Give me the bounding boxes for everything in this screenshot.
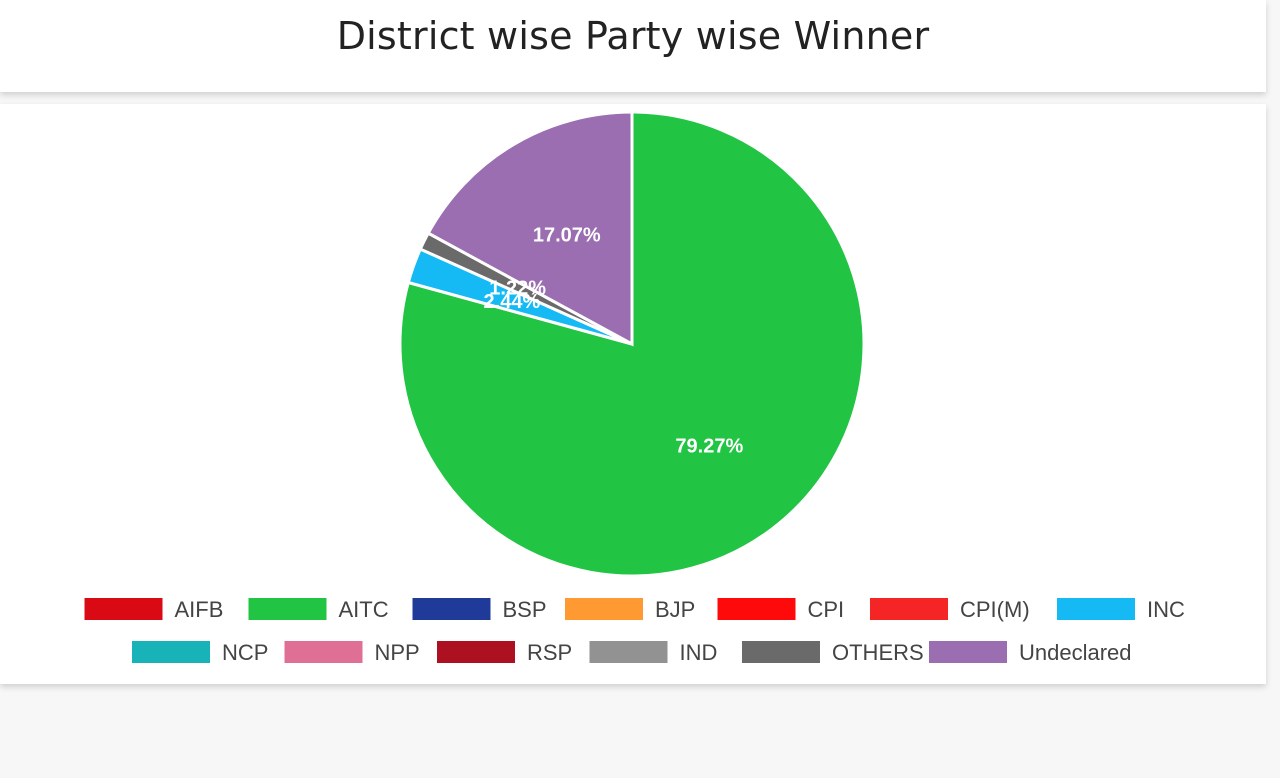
legend-label-inc: INC [1147,597,1185,622]
legend-label-aifb: AIFB [175,597,224,622]
legend-label-npp: NPP [375,640,420,665]
legend-item-undeclared[interactable]: Undeclared [929,640,1132,665]
legend-swatch-inc [1057,598,1135,620]
legend-item-bjp[interactable]: BJP [565,597,695,622]
legend-swatch-bsp [412,598,491,620]
legend-label-ind: IND [680,640,718,665]
legend-swatch-ind [589,641,668,663]
legend-label-undeclared: Undeclared [1019,640,1132,665]
legend-swatch-aifb [84,598,163,620]
legend-label-rsp: RSP [527,640,572,665]
legend-label-cpi: CPI [808,597,845,622]
legend-swatch-cpi-m [870,598,948,620]
legend-item-cpi[interactable]: CPI [717,597,845,622]
slice-label-others: 1.22% [489,277,546,299]
legend-label-others: OTHERS [832,640,924,665]
legend-item-bsp[interactable]: BSP [412,597,547,622]
legend-swatch-others [742,641,820,663]
chart-card: 79.27% 2.44% 1.22% 17.07% AIFB AITC BSP BJP CPI C… [0,104,1266,684]
legend-swatch-bjp [565,598,643,620]
legend-swatch-cpi [717,598,796,620]
legend-label-aitc: AITC [339,597,389,622]
legend-item-ind[interactable]: IND [589,640,718,665]
legend-item-aitc[interactable]: AITC [248,597,389,622]
legend-item-others[interactable]: OTHERS [742,640,924,665]
legend-label-ncp: NCP [222,640,268,665]
legend-item-npp[interactable]: NPP [284,640,420,665]
legend-swatch-undeclared [929,641,1007,663]
legend-swatch-rsp [437,641,515,663]
pie-slice-undeclared[interactable] [426,110,634,347]
legend-item-cpi-m[interactable]: CPI(M) [870,597,1030,622]
legend-item-ncp[interactable]: NCP [132,640,268,665]
legend-swatch-aitc [248,598,327,620]
legend-swatch-ncp [132,641,210,663]
title-card: District wise Party wise Winner [0,0,1266,92]
legend-item-inc[interactable]: INC [1057,597,1185,622]
page-title: District wise Party wise Winner [336,14,930,58]
slice-label-inc: 2.44% [484,291,541,313]
legend-label-bjp: BJP [655,597,695,622]
pie-chart: 79.27% 2.44%1.22% 17.07% AIFB AITC BSP BJP CPI C… [84,110,1185,665]
legend-label-bsp: BSP [503,597,547,622]
slice-label-undeclared: 17.07% [533,224,601,246]
legend-item-rsp[interactable]: RSP [437,640,572,665]
legend-swatch-npp [284,641,363,663]
slice-label-aitc: 79.27% [675,435,743,457]
legend-item-aifb[interactable]: AIFB [84,597,224,622]
legend-label-cpi-m: CPI(M) [960,597,1030,622]
